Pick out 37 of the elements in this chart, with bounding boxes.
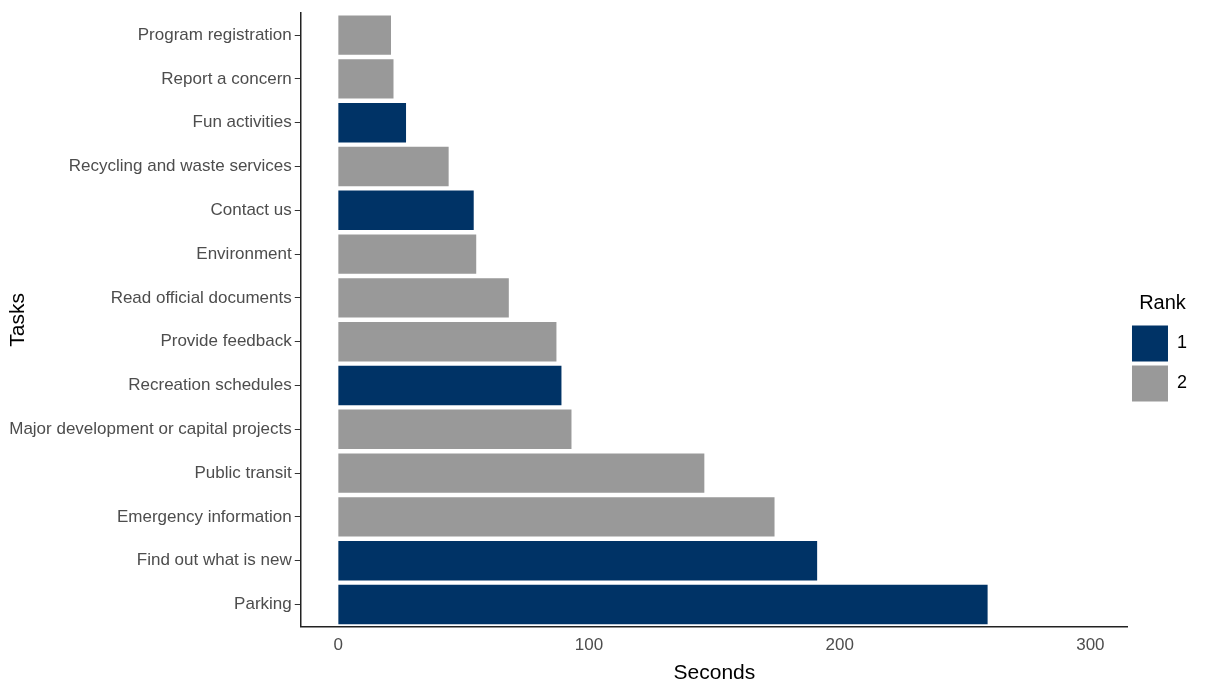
bar — [338, 584, 988, 625]
x-tick-label: 0 — [333, 635, 344, 655]
bar — [338, 409, 572, 450]
bar — [338, 190, 474, 231]
x-axis-title: Seconds — [673, 660, 756, 684]
y-tick-label: Public transit — [194, 462, 293, 482]
y-tick-label: Provide feedback — [160, 331, 293, 351]
bar — [338, 540, 818, 581]
y-axis-title: Tasks — [5, 292, 29, 347]
bar — [338, 59, 394, 99]
y-tick-label: Contact us — [210, 199, 292, 219]
legend-label: 1 — [1176, 332, 1187, 353]
y-tick-label: Recreation schedules — [128, 375, 292, 395]
x-tick-label: 300 — [1076, 635, 1105, 655]
y-tick-label: Read official documents — [110, 287, 292, 307]
y-tick-label: Report a concern — [161, 68, 292, 88]
legend-title: Rank — [1139, 291, 1187, 314]
bar — [338, 234, 477, 274]
y-tick-label: Program registration — [137, 24, 292, 44]
bar — [338, 321, 557, 362]
bar — [338, 497, 775, 537]
bar — [338, 146, 449, 187]
x-tick-label: 200 — [825, 635, 854, 655]
bar — [338, 453, 705, 493]
y-tick-label: Environment — [196, 243, 293, 263]
x-tick-label: 100 — [574, 635, 604, 655]
y-tick-label: Find out what is new — [136, 550, 293, 570]
y-tick-label: Fun activities — [192, 112, 292, 132]
bar — [338, 278, 509, 318]
y-tick-label: Major development or capital projects — [9, 418, 292, 438]
y-tick-label: Parking — [234, 594, 292, 614]
bar — [338, 365, 562, 406]
bar — [338, 102, 407, 143]
y-tick-label: Emergency information — [116, 506, 292, 526]
bar — [338, 15, 391, 55]
y-tick-label: Recycling and waste services — [68, 156, 292, 176]
legend-label: 2 — [1176, 372, 1187, 393]
